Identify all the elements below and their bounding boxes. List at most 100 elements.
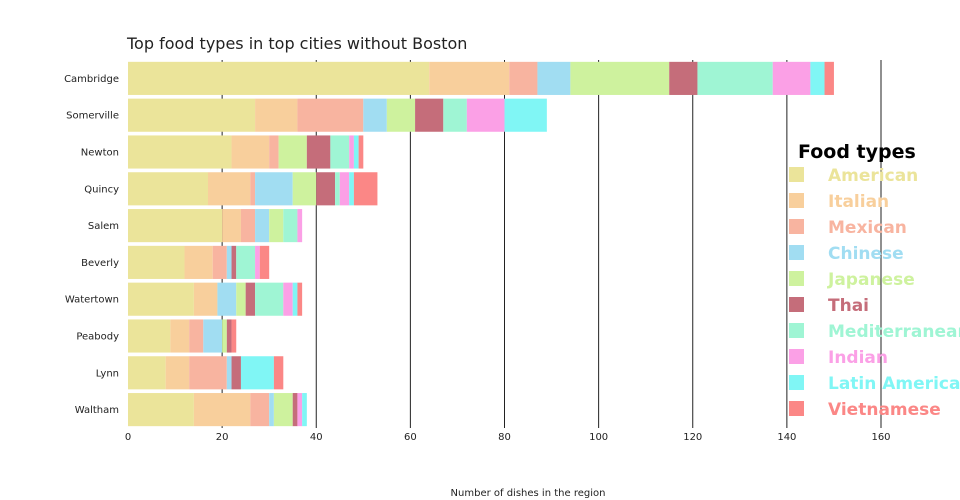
legend-swatch (789, 271, 804, 286)
x-tick-label: 100 (589, 432, 608, 443)
x-tick-label: 80 (498, 432, 511, 443)
x-axis-label: Number of dishes in the region (451, 488, 606, 499)
bar-watertown-indian (283, 282, 293, 316)
bar-lynn-chinese (226, 356, 232, 390)
bar-salem-american (128, 209, 223, 243)
bar-waltham-american (128, 393, 194, 427)
bar-newton-latin-american (353, 135, 359, 169)
legend-label: Chinese (828, 244, 904, 264)
bar-beverly-mediterranean (236, 245, 256, 279)
x-tick-label: 120 (683, 432, 702, 443)
bars (128, 61, 834, 427)
bar-beverly-mexican (212, 245, 227, 279)
bar-cambridge-japanese (570, 61, 670, 95)
bar-quincy-american (128, 172, 209, 206)
bar-watertown-latin-american (292, 282, 298, 316)
bar-watertown-chinese (217, 282, 237, 316)
bar-watertown-thai (245, 282, 256, 316)
bar-beverly-chinese (226, 245, 232, 279)
bar-cambridge-american (128, 61, 430, 95)
legend-label: Latin American (828, 374, 960, 394)
bar-quincy-vietnamese (353, 172, 378, 206)
bar-newton-italian (231, 135, 270, 169)
bar-quincy-thai (316, 172, 336, 206)
bar-newton-mediterranean (330, 135, 350, 169)
x-tick-label: 20 (216, 432, 229, 443)
bar-waltham-japanese (273, 393, 293, 427)
bar-cambridge-italian (429, 61, 510, 95)
bar-salem-japanese (269, 209, 284, 243)
bar-cambridge-mexican (509, 61, 538, 95)
bar-cambridge-thai (669, 61, 698, 95)
x-tick-label: 40 (310, 432, 323, 443)
bar-beverly-indian (255, 245, 260, 279)
y-tick-label: Quincy (84, 184, 119, 195)
legend-swatch (789, 297, 804, 312)
bar-somerville-indian (466, 98, 505, 132)
bar-somerville-thai (415, 98, 444, 132)
legend-label: Italian (828, 192, 889, 212)
bar-waltham-thai (292, 393, 298, 427)
bar-quincy-indian (339, 172, 350, 206)
legend-swatch (789, 349, 804, 364)
bar-lynn-mexican (189, 356, 227, 390)
bar-somerville-latin-american (504, 98, 547, 132)
bar-lynn-latin-american (240, 356, 274, 390)
bar-beverly-american (128, 245, 185, 279)
bar-quincy-chinese (255, 172, 293, 206)
bar-cambridge-latin-american (810, 61, 825, 95)
legend-swatch (789, 219, 804, 234)
y-tick-label: Newton (81, 148, 119, 159)
legend-swatch (789, 375, 804, 390)
y-tick-label: Waltham (75, 405, 119, 416)
bar-newton-american (128, 135, 232, 169)
bar-cambridge-mediterranean (697, 61, 773, 95)
y-tick-label: Cambridge (64, 74, 119, 85)
bar-somerville-mediterranean (443, 98, 467, 132)
bar-somerville-chinese (363, 98, 387, 132)
bar-newton-thai (306, 135, 331, 169)
bar-somerville-italian (255, 98, 298, 132)
bar-beverly-thai (231, 245, 237, 279)
bar-quincy-japanese (292, 172, 317, 206)
bar-quincy-mediterranean (335, 172, 340, 206)
bar-quincy-latin-american (349, 172, 354, 206)
legend-label: Mediterranean (828, 322, 960, 342)
bar-lynn-thai (231, 356, 241, 390)
bar-newton-vietnamese (358, 135, 364, 169)
bar-peabody-vietnamese (231, 319, 237, 353)
y-tick-label: Watertown (65, 295, 119, 306)
legend: Food types American Italian Mexican Chinese… (789, 141, 960, 420)
bar-lynn-american (128, 356, 166, 390)
legend-label: Vietnamese (828, 400, 941, 420)
bar-waltham-latin-american (302, 393, 307, 427)
bar-salem-indian (297, 209, 303, 243)
bar-waltham-chinese (269, 393, 274, 427)
bar-waltham-italian (193, 393, 251, 427)
chart-title: Top food types in top cities without Bos… (126, 34, 467, 53)
bar-newton-mexican (269, 135, 279, 169)
bar-beverly-vietnamese (259, 245, 270, 279)
legend-label: Mexican (828, 218, 907, 238)
legend-label: Japanese (827, 270, 915, 290)
bar-watertown-american (128, 282, 194, 316)
legend-swatch (789, 193, 804, 208)
bar-salem-mediterranean (283, 209, 298, 243)
bar-peabody-italian (170, 319, 190, 353)
legend-swatch (789, 167, 804, 182)
legend-label: Thai (828, 296, 869, 316)
bar-salem-italian (222, 209, 241, 243)
x-tick-label: 60 (404, 432, 417, 443)
x-tick-label: 140 (777, 432, 796, 443)
bar-waltham-mexican (250, 393, 270, 427)
x-tick-label: 160 (871, 432, 890, 443)
y-tick-label: Somerville (66, 111, 119, 122)
bar-beverly-italian (184, 245, 213, 279)
bar-salem-chinese (255, 209, 270, 243)
bar-quincy-mexican (250, 172, 256, 206)
bar-cambridge-vietnamese (824, 61, 834, 95)
legend-swatch (789, 323, 804, 338)
bar-salem-mexican (240, 209, 256, 243)
bar-somerville-japanese (386, 98, 416, 132)
